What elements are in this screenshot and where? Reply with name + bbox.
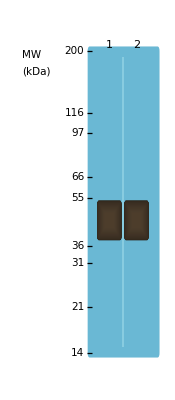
- Text: 36: 36: [71, 241, 84, 251]
- FancyBboxPatch shape: [99, 203, 120, 238]
- FancyBboxPatch shape: [132, 213, 141, 228]
- FancyBboxPatch shape: [97, 200, 121, 240]
- FancyBboxPatch shape: [98, 202, 121, 238]
- FancyBboxPatch shape: [127, 206, 146, 235]
- FancyBboxPatch shape: [132, 214, 141, 226]
- FancyBboxPatch shape: [131, 212, 142, 229]
- FancyBboxPatch shape: [97, 201, 121, 240]
- FancyBboxPatch shape: [127, 205, 146, 236]
- FancyBboxPatch shape: [105, 213, 114, 228]
- Bar: [122, 57, 124, 347]
- FancyBboxPatch shape: [128, 207, 145, 234]
- FancyBboxPatch shape: [97, 201, 121, 240]
- FancyBboxPatch shape: [99, 204, 120, 237]
- FancyBboxPatch shape: [101, 207, 118, 234]
- Text: 66: 66: [71, 172, 84, 182]
- FancyBboxPatch shape: [100, 205, 119, 236]
- FancyBboxPatch shape: [98, 202, 121, 239]
- Text: 14: 14: [71, 348, 84, 358]
- FancyBboxPatch shape: [124, 201, 149, 240]
- Text: 2: 2: [133, 40, 140, 50]
- FancyBboxPatch shape: [124, 201, 149, 240]
- FancyBboxPatch shape: [125, 202, 148, 239]
- FancyBboxPatch shape: [125, 201, 148, 240]
- FancyBboxPatch shape: [126, 204, 147, 237]
- FancyBboxPatch shape: [100, 206, 118, 234]
- FancyBboxPatch shape: [97, 201, 121, 240]
- FancyBboxPatch shape: [102, 208, 117, 232]
- FancyBboxPatch shape: [132, 214, 141, 227]
- FancyBboxPatch shape: [97, 201, 121, 240]
- FancyBboxPatch shape: [126, 203, 147, 238]
- FancyBboxPatch shape: [88, 46, 160, 358]
- FancyBboxPatch shape: [129, 209, 144, 232]
- FancyBboxPatch shape: [131, 211, 142, 230]
- Text: MW: MW: [22, 50, 41, 60]
- Text: 1: 1: [106, 40, 113, 50]
- FancyBboxPatch shape: [125, 201, 148, 240]
- Text: 55: 55: [71, 193, 84, 203]
- FancyBboxPatch shape: [98, 201, 121, 239]
- FancyBboxPatch shape: [97, 201, 121, 240]
- FancyBboxPatch shape: [103, 211, 115, 230]
- FancyBboxPatch shape: [130, 210, 143, 230]
- FancyBboxPatch shape: [103, 210, 116, 231]
- FancyBboxPatch shape: [129, 208, 144, 232]
- FancyBboxPatch shape: [127, 204, 146, 236]
- Text: (kDa): (kDa): [22, 66, 50, 76]
- Text: 97: 97: [71, 128, 84, 138]
- FancyBboxPatch shape: [97, 201, 121, 240]
- FancyBboxPatch shape: [131, 212, 142, 228]
- Text: 21: 21: [71, 302, 84, 312]
- Text: 31: 31: [71, 258, 84, 268]
- Text: 200: 200: [65, 46, 84, 56]
- FancyBboxPatch shape: [101, 208, 117, 233]
- FancyBboxPatch shape: [125, 202, 148, 238]
- FancyBboxPatch shape: [125, 202, 148, 239]
- FancyBboxPatch shape: [128, 206, 145, 234]
- FancyBboxPatch shape: [105, 214, 114, 227]
- FancyBboxPatch shape: [100, 206, 119, 235]
- FancyBboxPatch shape: [102, 209, 117, 232]
- FancyBboxPatch shape: [103, 210, 116, 230]
- FancyBboxPatch shape: [124, 200, 149, 240]
- Text: 116: 116: [64, 108, 84, 118]
- FancyBboxPatch shape: [125, 201, 148, 240]
- FancyBboxPatch shape: [98, 202, 121, 239]
- FancyBboxPatch shape: [130, 210, 143, 231]
- FancyBboxPatch shape: [124, 201, 148, 240]
- FancyBboxPatch shape: [104, 212, 115, 229]
- FancyBboxPatch shape: [125, 201, 148, 239]
- FancyBboxPatch shape: [99, 204, 119, 236]
- FancyBboxPatch shape: [128, 208, 145, 233]
- FancyBboxPatch shape: [104, 212, 114, 228]
- FancyBboxPatch shape: [105, 214, 113, 226]
